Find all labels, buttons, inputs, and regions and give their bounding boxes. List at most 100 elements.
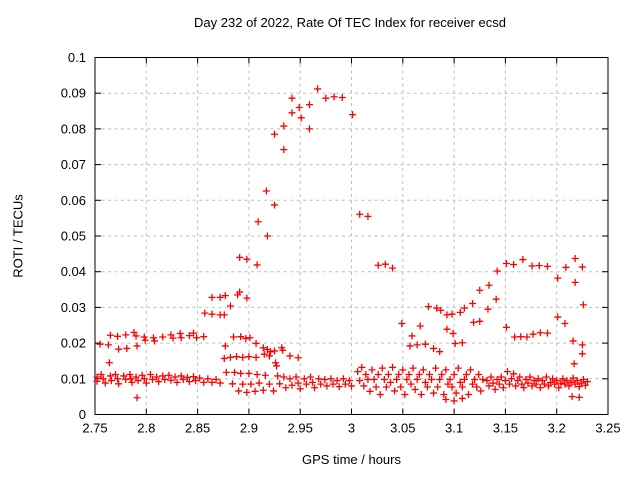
data-point-marker <box>458 339 466 347</box>
data-point-marker <box>421 340 429 348</box>
data-point-marker <box>115 345 123 353</box>
data-point-marker <box>473 383 481 391</box>
x-tick-label: 3 <box>348 421 355 436</box>
data-point-marker <box>438 371 446 379</box>
data-point-marker <box>161 376 169 384</box>
data-point-marker <box>330 93 338 101</box>
data-point-marker <box>446 376 454 384</box>
data-point-marker <box>130 328 138 336</box>
data-point-marker <box>395 371 403 379</box>
data-point-marker <box>456 308 464 316</box>
data-point-marker <box>192 377 200 385</box>
data-point-marker <box>345 377 353 385</box>
data-point-marker <box>386 378 394 386</box>
data-point-marker <box>196 374 204 382</box>
data-point-marker <box>362 371 370 379</box>
data-point-marker <box>101 379 109 387</box>
data-point-marker <box>569 337 577 345</box>
y-tick-label: 0.08 <box>61 121 86 136</box>
data-point-marker <box>297 114 305 122</box>
data-point-marker <box>220 354 228 362</box>
data-point-marker <box>554 274 562 282</box>
data-point-marker <box>335 383 343 391</box>
data-point-marker <box>534 375 542 383</box>
data-point-marker <box>300 375 308 383</box>
data-point-marker <box>306 373 314 381</box>
data-point-marker <box>485 281 493 289</box>
data-point-marker <box>553 377 561 385</box>
data-point-marker <box>451 339 459 347</box>
data-point-marker <box>571 380 579 388</box>
data-point-marker <box>288 109 296 117</box>
data-point-marker <box>384 371 392 379</box>
data-point-marker <box>173 378 181 386</box>
data-point-marker <box>570 360 578 368</box>
data-point-marker <box>134 377 142 385</box>
data-point-marker <box>321 376 329 384</box>
data-point-marker <box>230 333 238 341</box>
data-point-marker <box>339 375 347 383</box>
data-point-marker <box>280 146 288 154</box>
data-point-marker <box>577 379 585 387</box>
data-point-marker <box>364 376 372 384</box>
data-point-marker <box>263 232 271 240</box>
data-point-marker <box>578 263 586 271</box>
data-point-marker <box>536 329 544 337</box>
data-point-marker <box>127 375 135 383</box>
data-point-marker <box>436 348 444 356</box>
data-point-marker <box>378 364 386 372</box>
data-point-marker <box>529 330 537 338</box>
data-point-marker <box>177 372 185 380</box>
data-point-marker <box>106 331 114 339</box>
data-point-marker <box>409 364 417 372</box>
data-point-marker <box>193 334 201 342</box>
data-point-marker <box>107 377 115 385</box>
data-point-marker <box>265 380 273 388</box>
data-point-marker <box>568 393 576 401</box>
data-point-marker <box>528 262 536 270</box>
data-point-marker <box>443 325 451 333</box>
data-point-marker <box>549 375 557 383</box>
data-point-marker <box>274 372 282 380</box>
data-point-marker <box>554 313 562 321</box>
data-point-marker <box>115 380 123 388</box>
data-point-marker <box>309 378 317 386</box>
data-point-marker <box>151 337 159 345</box>
data-point-marker <box>499 384 507 392</box>
data-point-marker <box>155 378 163 386</box>
data-point-marker <box>208 310 216 318</box>
data-point-marker <box>322 94 330 102</box>
data-point-marker <box>454 364 462 372</box>
data-point-marker <box>279 346 287 354</box>
data-point-marker <box>216 293 224 301</box>
data-point-marker <box>148 376 156 384</box>
data-point-marker <box>333 377 341 385</box>
data-point-marker <box>261 371 269 379</box>
x-tick-label: 2.95 <box>288 421 313 436</box>
data-point-marker <box>522 376 530 384</box>
data-point-marker <box>397 383 405 391</box>
data-point-marker <box>176 329 184 337</box>
data-point-marker <box>391 387 399 395</box>
data-point-marker <box>323 382 331 390</box>
data-point-marker <box>581 381 589 389</box>
data-point-marker <box>456 378 464 386</box>
data-point-marker <box>327 375 335 383</box>
data-point-marker <box>497 373 505 381</box>
data-point-marker <box>253 371 261 379</box>
data-point-marker <box>516 373 524 381</box>
data-point-marker <box>405 371 413 379</box>
y-tick-label: 0.04 <box>61 264 86 279</box>
x-tick-label: 2.75 <box>82 421 107 436</box>
data-point-marker <box>471 376 479 384</box>
data-point-marker <box>286 352 294 360</box>
data-point-marker <box>329 380 337 388</box>
data-point-marker <box>305 125 313 133</box>
data-point-marker <box>503 368 511 376</box>
data-point-marker <box>295 103 303 111</box>
data-point-marker <box>292 373 300 381</box>
data-point-marker <box>183 373 191 381</box>
data-point-marker <box>364 212 372 220</box>
data-point-marker <box>233 353 241 361</box>
